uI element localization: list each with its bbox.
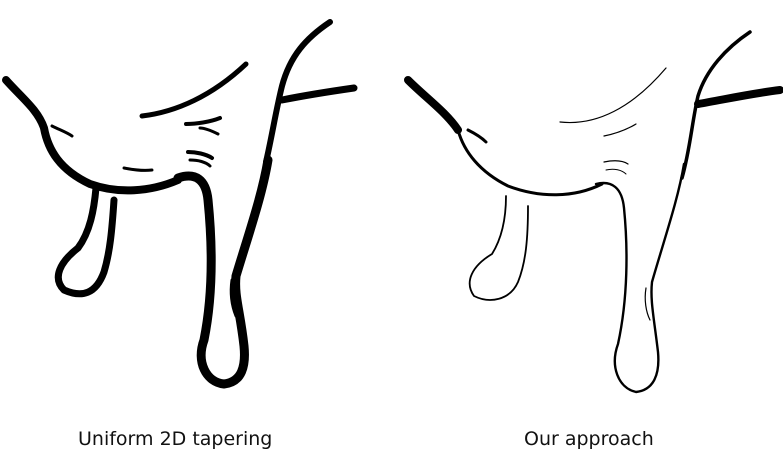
jaw-contour-stroke: [694, 86, 783, 108]
neck-contour-stroke: [680, 30, 752, 180]
line-drawing-uniform: [2, 19, 358, 389]
panel-uniform-tapering: Uniform 2D tapering: [2, 19, 358, 450]
elbow-fold-stroke: [603, 160, 629, 165]
jaw-contour-stroke: [278, 84, 358, 104]
caption-our-approach: Our approach: [524, 428, 654, 450]
line-drawing-our-approach: [404, 30, 783, 394]
shoulder-stroke: [559, 67, 667, 124]
chest-fold-stroke-2: [198, 126, 220, 136]
elbow-fold-stroke-2: [605, 168, 627, 175]
chest-fold-stroke: [603, 123, 637, 137]
belly-fold-stroke-2: [122, 166, 154, 172]
elbow-fold-stroke-2: [188, 158, 212, 168]
panel-our-approach: Our approach: [392, 0, 783, 463]
far-leg-stroke: [468, 195, 529, 301]
belly-fold-stroke: [466, 128, 488, 144]
elbow-fold-stroke: [186, 150, 214, 160]
neck-contour-stroke: [263, 19, 333, 165]
back-contour-stroke: [2, 76, 182, 195]
caption-uniform-tapering: Uniform 2D tapering: [78, 428, 273, 450]
near-leg-crease-stroke: [644, 287, 651, 321]
near-leg-crease-stroke-2: [236, 284, 244, 320]
near-leg-outer-stroke: [594, 162, 686, 394]
near-leg-outer-stroke: [173, 155, 273, 389]
back-contour-stroke: [404, 76, 462, 134]
back-contour-stroke-2: [456, 128, 604, 197]
shoulder-stroke: [139, 61, 249, 119]
belly-fold-stroke: [50, 124, 74, 138]
near-leg-crease-stroke: [229, 278, 238, 318]
far-leg-stroke: [54, 184, 118, 298]
chest-fold-stroke: [184, 116, 222, 126]
